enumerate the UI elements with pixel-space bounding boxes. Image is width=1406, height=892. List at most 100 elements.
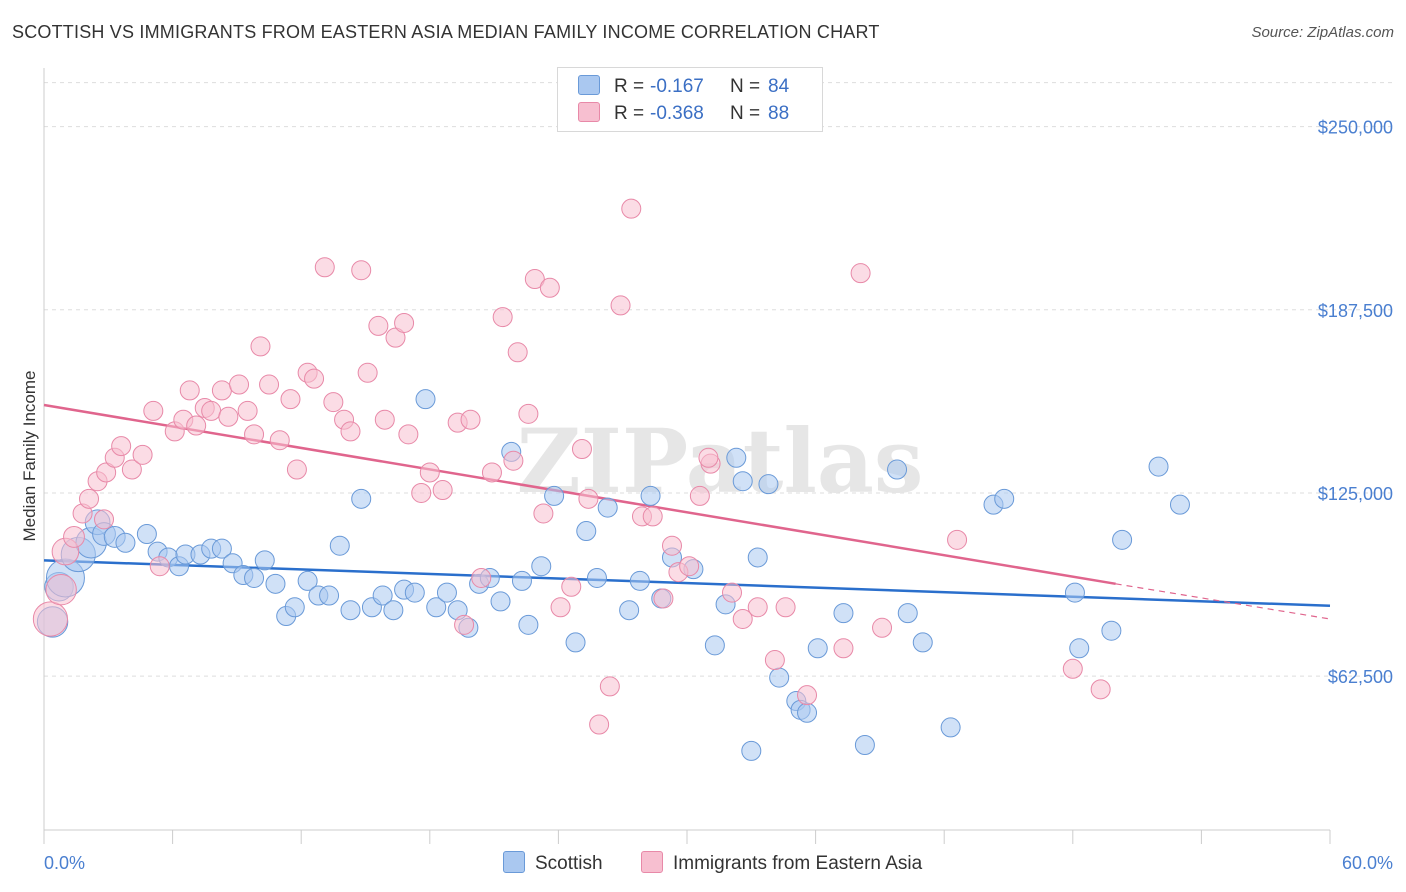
scottish-point xyxy=(372,585,393,606)
immigrants-point xyxy=(323,392,344,413)
immigrants-point xyxy=(533,503,554,524)
immigrants-point xyxy=(398,424,419,445)
scottish-point xyxy=(329,535,350,556)
immigrants-point xyxy=(229,374,250,395)
bottom-legend-label: Scottish xyxy=(535,853,603,874)
legend-swatch-immigrants xyxy=(578,102,600,122)
scottish-point xyxy=(758,474,779,495)
bottom-legend-immigrants: Immigrants from Eastern Asia xyxy=(641,851,922,875)
immigrants-point xyxy=(747,597,768,618)
immigrants-point xyxy=(621,198,642,219)
immigrants-point xyxy=(524,269,545,290)
data-points xyxy=(32,198,1190,761)
scottish-point xyxy=(544,485,565,506)
immigrants-point xyxy=(571,439,592,459)
legend-r-value: -0.167 xyxy=(650,76,704,97)
legend-row-immigrants: R = -0.368 N = 88 xyxy=(578,102,789,126)
immigrants-point xyxy=(1062,658,1083,679)
scottish-point xyxy=(511,570,532,591)
scottish-point xyxy=(565,632,586,653)
scottish-point xyxy=(640,485,661,506)
immigrants-point xyxy=(186,415,207,436)
scottish-point xyxy=(297,570,318,591)
immigrants-point xyxy=(432,480,453,501)
scottish-point xyxy=(769,667,790,688)
scottish-point xyxy=(576,521,597,542)
immigrants-point xyxy=(394,312,415,333)
immigrants-point xyxy=(589,714,610,735)
scottish-point xyxy=(1112,529,1133,550)
scottish-point xyxy=(115,532,136,553)
immigrants-point xyxy=(797,685,818,706)
scottish-point xyxy=(265,573,286,594)
immigrants-point xyxy=(833,638,854,659)
y-tick-label: $62,500 xyxy=(1328,667,1393,687)
y-tick-label: $187,500 xyxy=(1318,301,1393,321)
scottish-point xyxy=(704,635,725,656)
immigrants-point xyxy=(218,406,239,427)
scottish-point xyxy=(586,567,607,588)
scottish-point xyxy=(1064,582,1085,603)
y-tick-label: $125,000 xyxy=(1318,484,1393,504)
immigrants-point xyxy=(149,556,170,577)
chart-title: SCOTTISH VS IMMIGRANTS FROM EASTERN ASIA… xyxy=(12,22,880,42)
immigrants-point xyxy=(269,430,290,451)
scottish-point xyxy=(319,585,340,606)
scottish-point xyxy=(136,523,157,544)
scottish-point xyxy=(854,735,875,756)
immigrants-point xyxy=(653,588,674,609)
immigrants-point xyxy=(599,676,620,697)
scottish-point xyxy=(897,603,918,624)
immigrants-point xyxy=(286,459,307,480)
bottom-legend-scottish: Scottish xyxy=(503,851,603,875)
immigrants-point xyxy=(732,608,753,629)
immigrants-point xyxy=(385,327,406,348)
bottom-legend-swatch-scottish xyxy=(503,851,525,873)
immigrants-point xyxy=(539,277,560,298)
scottish-point xyxy=(340,600,361,621)
immigrants-point xyxy=(661,535,682,556)
immigrants-point xyxy=(561,576,582,597)
immigrants-point xyxy=(850,263,871,284)
immigrants-point xyxy=(79,488,100,509)
immigrants-point xyxy=(96,462,117,483)
scottish-point xyxy=(741,740,762,761)
immigrants-point xyxy=(492,307,513,328)
scottish-point xyxy=(404,582,425,603)
scottish-point xyxy=(490,591,511,612)
immigrants-point xyxy=(244,424,265,445)
immigrants-point xyxy=(374,409,395,430)
scottish-point xyxy=(531,556,552,577)
immigrants-point xyxy=(503,450,524,471)
immigrants-point xyxy=(689,485,710,506)
scottish-point xyxy=(518,614,539,635)
scottish-point xyxy=(619,600,640,621)
legend-row-scottish: R = -0.167 N = 84 xyxy=(578,75,789,99)
scottish-point xyxy=(887,459,908,480)
scottish-point xyxy=(940,717,961,738)
immigrants-point xyxy=(518,403,539,424)
immigrants-point xyxy=(454,614,475,635)
scottish-point xyxy=(629,570,650,591)
immigrants-point xyxy=(775,597,796,618)
scottish-point xyxy=(244,567,265,588)
immigrants-point xyxy=(357,362,378,383)
immigrants-point xyxy=(314,257,335,278)
axes xyxy=(43,68,1331,844)
immigrants-point xyxy=(211,380,232,401)
immigrants-point xyxy=(610,295,631,316)
immigrants-point xyxy=(419,462,440,483)
immigrants-point xyxy=(947,529,968,550)
scottish-point xyxy=(833,603,854,624)
immigrants-point xyxy=(1090,679,1111,700)
source-credit: Source: ZipAtlas.com xyxy=(1251,24,1394,41)
immigrants-point xyxy=(250,336,271,357)
scottish-point xyxy=(351,488,372,509)
scottish-point xyxy=(436,582,457,603)
legend-n-label: N = xyxy=(730,76,761,97)
x-tick-label: 60.0% xyxy=(1342,853,1393,873)
scottish-point xyxy=(807,638,828,659)
immigrants-point xyxy=(111,436,132,457)
immigrants-trend-extension xyxy=(1115,583,1331,620)
